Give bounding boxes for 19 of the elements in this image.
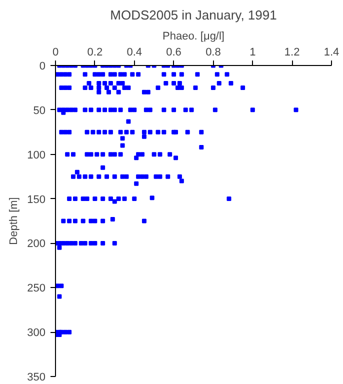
x-tick-label: 0.4 <box>126 46 142 58</box>
y-tick-label: 100 <box>27 149 46 162</box>
y-tick-label: 150 <box>27 194 46 206</box>
x-tick-label: 1.4 <box>324 46 340 58</box>
x-tick-label: 0.2 <box>87 46 103 58</box>
y-tick-label: 50 <box>33 104 46 117</box>
x-tick-label: 0.8 <box>206 46 221 58</box>
y-tick-label: 250 <box>27 282 46 295</box>
x-tick-label: 1.2 <box>284 46 300 58</box>
x-axis-title: Phaeo. [μg/l] <box>162 30 225 42</box>
y-tick-label: 350 <box>27 372 46 384</box>
y-tick-label: 0 <box>39 60 46 72</box>
x-tick-label: 0 <box>52 46 59 58</box>
y-axis-title: Depth [m] <box>8 197 20 245</box>
x-tick-label: 0.6 <box>166 46 182 58</box>
y-tick-label: 300 <box>27 327 46 340</box>
y-tick-label: 200 <box>27 238 46 250</box>
x-tick-label: 1 <box>250 46 256 58</box>
chart-title: MODS2005 in January, 1991 <box>110 8 277 22</box>
